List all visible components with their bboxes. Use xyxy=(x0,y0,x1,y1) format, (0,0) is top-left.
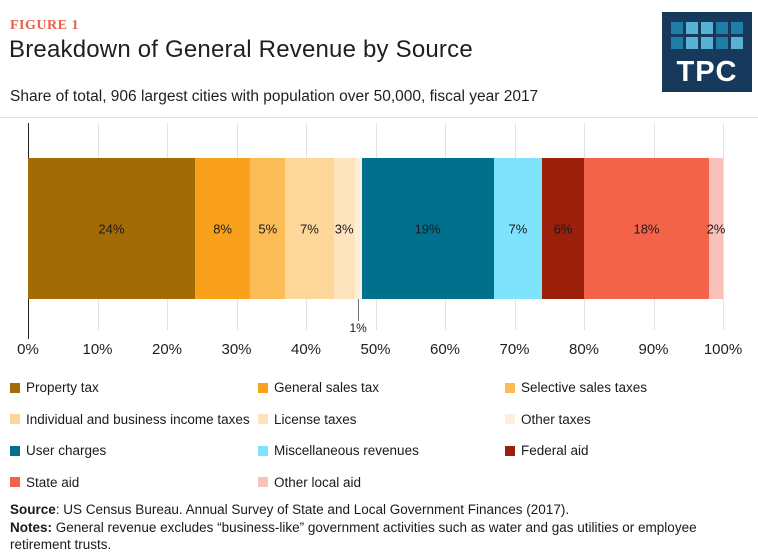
legend-swatch-icon xyxy=(10,382,20,393)
logo-square-icon xyxy=(686,37,698,49)
legend-item-miscellaneous-revenues: Miscellaneous revenues xyxy=(258,435,505,467)
logo-square-icon xyxy=(731,37,743,49)
bar-segment-other-local-aid: 2% xyxy=(706,158,726,299)
legend-item-user-charges: User charges xyxy=(10,435,258,467)
legend-label: Property tax xyxy=(26,380,99,396)
bar-segment-license-taxes: 3% xyxy=(333,158,355,299)
x-axis-tick-label: 20% xyxy=(151,341,183,358)
chart-subtitle: Share of total, 906 largest cities with … xyxy=(10,88,539,105)
tpc-logo-grid-icon xyxy=(671,22,743,49)
callout-value-label: 1% xyxy=(349,321,367,335)
bar-segment-state-aid: 18% xyxy=(583,158,710,299)
source-text: : US Census Bureau. Annual Survey of Sta… xyxy=(55,502,570,517)
x-axis-tick-label: 60% xyxy=(429,341,461,358)
legend-label: User charges xyxy=(26,443,107,459)
logo-square-icon xyxy=(716,37,728,49)
legend-swatch-icon xyxy=(258,414,268,425)
bar-segment-general-sales-tax: 8% xyxy=(194,158,251,299)
legend-swatch-icon xyxy=(258,382,268,393)
legend-swatch-icon xyxy=(10,445,20,456)
bar-segment-value-label: 6% xyxy=(553,221,573,236)
legend-item-property-tax: Property tax xyxy=(10,372,258,404)
x-axis-tick-label: 90% xyxy=(638,341,669,358)
notes-note: Notes: General revenue excludes “busines… xyxy=(10,519,752,554)
legend-item-license-taxes: License taxes xyxy=(258,404,505,436)
bar-segment-value-label: 18% xyxy=(633,221,660,236)
logo-square-icon xyxy=(716,22,728,34)
callout-leader-line xyxy=(358,299,360,321)
logo-square-icon xyxy=(671,22,683,34)
x-axis-tick-label: 10% xyxy=(82,341,113,358)
bar-segment-user-charges: 19% xyxy=(361,158,494,299)
legend-swatch-icon xyxy=(258,477,268,488)
notes-label: Notes: xyxy=(10,519,53,535)
legend-swatch-icon xyxy=(10,477,20,488)
x-axis-tick-label: 80% xyxy=(568,341,600,358)
x-axis-tick-label: 100% xyxy=(703,341,743,358)
legend-swatch-icon xyxy=(505,382,515,393)
bar-segment-individual-and-business-income-taxes: 7% xyxy=(285,158,334,299)
x-axis-tick-label: 0% xyxy=(17,341,39,358)
legend-swatch-icon xyxy=(505,445,515,456)
header-divider xyxy=(0,117,758,118)
bar-segment-value-label: 7% xyxy=(300,221,319,236)
figure-label: FIGURE 1 xyxy=(10,18,79,33)
legend-label: Other taxes xyxy=(521,411,591,427)
tpc-logo: TPC xyxy=(662,12,752,92)
x-axis-tick-label: 70% xyxy=(499,341,530,358)
logo-square-icon xyxy=(671,37,683,49)
bar-segment-other-taxes xyxy=(354,158,362,299)
legend-item-other-taxes: Other taxes xyxy=(505,404,752,436)
bar-segment-value-label: 24% xyxy=(98,221,125,236)
logo-square-icon xyxy=(701,22,713,34)
legend-label: License taxes xyxy=(274,411,357,427)
gridline xyxy=(723,123,724,330)
x-axis-tick-label: 30% xyxy=(221,341,252,358)
bar-segment-federal-aid: 6% xyxy=(542,158,584,299)
legend-label: Other local aid xyxy=(274,474,362,490)
bar-segment-selective-sales-taxes: 5% xyxy=(250,158,286,299)
legend-item-state-aid: State aid xyxy=(10,467,258,499)
legend-label: Miscellaneous revenues xyxy=(274,443,419,459)
bar-segment-miscellaneous-revenues: 7% xyxy=(493,158,543,299)
legend-item-individual-and-business-income-taxes: Individual and business income taxes xyxy=(10,404,258,436)
legend-item-other-local-aid: Other local aid xyxy=(258,467,505,499)
bar-segment-value-label: 5% xyxy=(258,221,278,236)
bar-segment-property-tax: 24% xyxy=(28,158,195,299)
logo-square-icon xyxy=(686,22,698,34)
legend-label: State aid xyxy=(26,474,80,490)
bar-segment-value-label: 3% xyxy=(334,221,354,236)
page-title: Breakdown of General Revenue by Source xyxy=(9,36,473,63)
logo-square-icon xyxy=(731,22,743,34)
chart-footnotes: Source: US Census Bureau. Annual Survey … xyxy=(10,501,752,554)
legend-label: Selective sales taxes xyxy=(521,380,648,396)
x-axis-tick-label: 40% xyxy=(290,341,322,358)
bar-segment-value-label: 7% xyxy=(508,221,528,236)
legend-item-federal-aid: Federal aid xyxy=(505,435,752,467)
chart-legend: Property tax General sales tax Selective s… xyxy=(10,372,752,498)
x-axis-tick-label: 50% xyxy=(360,341,391,358)
legend-label: Individual and business income taxes xyxy=(26,411,250,427)
legend-swatch-icon xyxy=(505,414,515,425)
legend-item-selective-sales-taxes: Selective sales taxes xyxy=(505,372,752,404)
bar-segment-value-label: 8% xyxy=(213,221,232,236)
legend-item-general-sales-tax: General sales tax xyxy=(258,372,505,404)
legend-label: General sales tax xyxy=(274,380,380,396)
source-note: Source: US Census Bureau. Annual Survey … xyxy=(10,501,752,519)
notes-text: General revenue excludes “business-like”… xyxy=(10,519,697,553)
bar-segment-value-label: 19% xyxy=(414,221,441,236)
legend-swatch-icon xyxy=(258,445,268,456)
bar-segment-value-label: 2% xyxy=(706,221,726,236)
legend-swatch-icon xyxy=(10,414,20,425)
stacked-bar: 24% 8% 5% 7% 3% 19% 7% 6% 18% 2% xyxy=(28,158,726,299)
source-label: Source xyxy=(10,502,56,517)
legend-label: Federal aid xyxy=(521,443,589,459)
tpc-logo-text: TPC xyxy=(676,56,738,88)
logo-square-icon xyxy=(701,37,713,49)
